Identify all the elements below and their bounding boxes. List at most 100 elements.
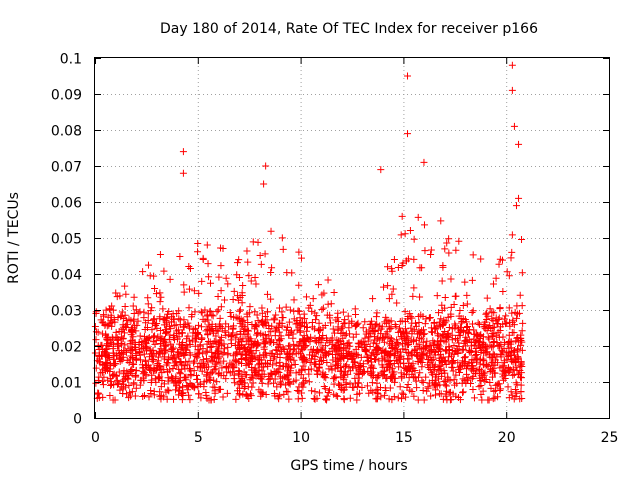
data-point <box>181 365 189 373</box>
data-point <box>136 332 144 340</box>
data-point <box>196 341 204 349</box>
data-point <box>387 350 395 358</box>
data-point <box>229 362 237 370</box>
data-point <box>353 383 361 391</box>
data-point <box>151 375 159 383</box>
data-point <box>414 396 422 404</box>
data-point <box>459 301 467 309</box>
data-point <box>504 383 512 391</box>
data-point <box>408 319 416 327</box>
data-point <box>490 330 498 338</box>
data-point <box>231 341 239 349</box>
data-point <box>516 373 524 381</box>
data-point <box>234 380 242 388</box>
data-point <box>112 328 120 336</box>
data-point <box>120 370 128 378</box>
data-point <box>164 386 172 394</box>
data-point <box>479 355 487 363</box>
data-point <box>358 343 366 351</box>
data-point <box>461 278 469 286</box>
data-point <box>312 316 320 324</box>
data-point <box>306 359 314 367</box>
data-point <box>345 324 353 332</box>
data-point <box>490 387 498 395</box>
data-point <box>252 280 260 288</box>
data-point <box>477 381 485 389</box>
data-point <box>186 324 194 332</box>
data-point <box>186 340 194 348</box>
data-point <box>470 341 478 349</box>
data-point <box>110 370 118 378</box>
data-point <box>190 325 198 333</box>
data-point <box>176 252 184 260</box>
data-point <box>157 365 165 373</box>
data-point <box>332 374 340 382</box>
data-point <box>177 370 185 378</box>
data-point <box>483 294 491 302</box>
data-point <box>496 386 504 394</box>
data-point <box>119 350 127 358</box>
data-point <box>444 373 452 381</box>
data-point <box>92 308 100 316</box>
data-point <box>398 212 406 220</box>
data-point <box>275 368 283 376</box>
data-point <box>193 354 201 362</box>
data-point <box>276 391 284 399</box>
data-point <box>206 326 214 334</box>
data-point <box>408 327 416 335</box>
data-point <box>232 334 240 342</box>
data-point <box>265 332 273 340</box>
data-point <box>122 290 130 298</box>
data-point <box>293 341 301 349</box>
data-point <box>422 373 430 381</box>
data-point <box>263 290 271 298</box>
data-point <box>98 377 106 385</box>
data-point <box>127 316 135 324</box>
data-point <box>290 377 298 385</box>
data-point <box>239 335 247 343</box>
data-point <box>91 349 99 357</box>
data-point <box>474 332 482 340</box>
data-point <box>421 330 429 338</box>
data-point <box>112 289 120 297</box>
data-point <box>501 375 509 383</box>
data-point <box>482 345 490 353</box>
y-tick-label: 0.1 <box>60 52 82 68</box>
data-point <box>166 366 174 374</box>
data-point <box>184 319 192 327</box>
data-point <box>384 364 392 372</box>
data-point <box>489 354 497 362</box>
data-point <box>210 337 218 345</box>
data-point <box>308 387 316 395</box>
data-point <box>92 364 100 372</box>
data-point <box>517 358 525 366</box>
data-point <box>304 334 312 342</box>
data-point <box>248 363 256 371</box>
data-point <box>231 357 239 365</box>
data-point <box>194 363 202 371</box>
data-point <box>455 237 463 245</box>
data-point <box>224 280 232 288</box>
data-point <box>441 369 449 377</box>
data-point <box>487 384 495 392</box>
data-point <box>121 322 129 330</box>
data-point <box>346 351 354 359</box>
data-point <box>108 322 116 330</box>
data-point <box>188 336 196 344</box>
data-point <box>248 321 256 329</box>
data-point <box>356 366 364 374</box>
data-point <box>398 317 406 325</box>
data-point <box>247 390 255 398</box>
data-point <box>203 355 210 363</box>
data-point <box>176 384 184 392</box>
data-point <box>425 364 433 372</box>
data-point <box>414 358 422 366</box>
data-point <box>373 309 381 317</box>
data-point <box>507 388 515 396</box>
data-point <box>114 314 122 322</box>
data-point <box>467 342 475 350</box>
data-point <box>183 361 191 369</box>
data-point <box>256 374 264 382</box>
data-point <box>469 307 477 315</box>
data-point <box>493 338 501 346</box>
